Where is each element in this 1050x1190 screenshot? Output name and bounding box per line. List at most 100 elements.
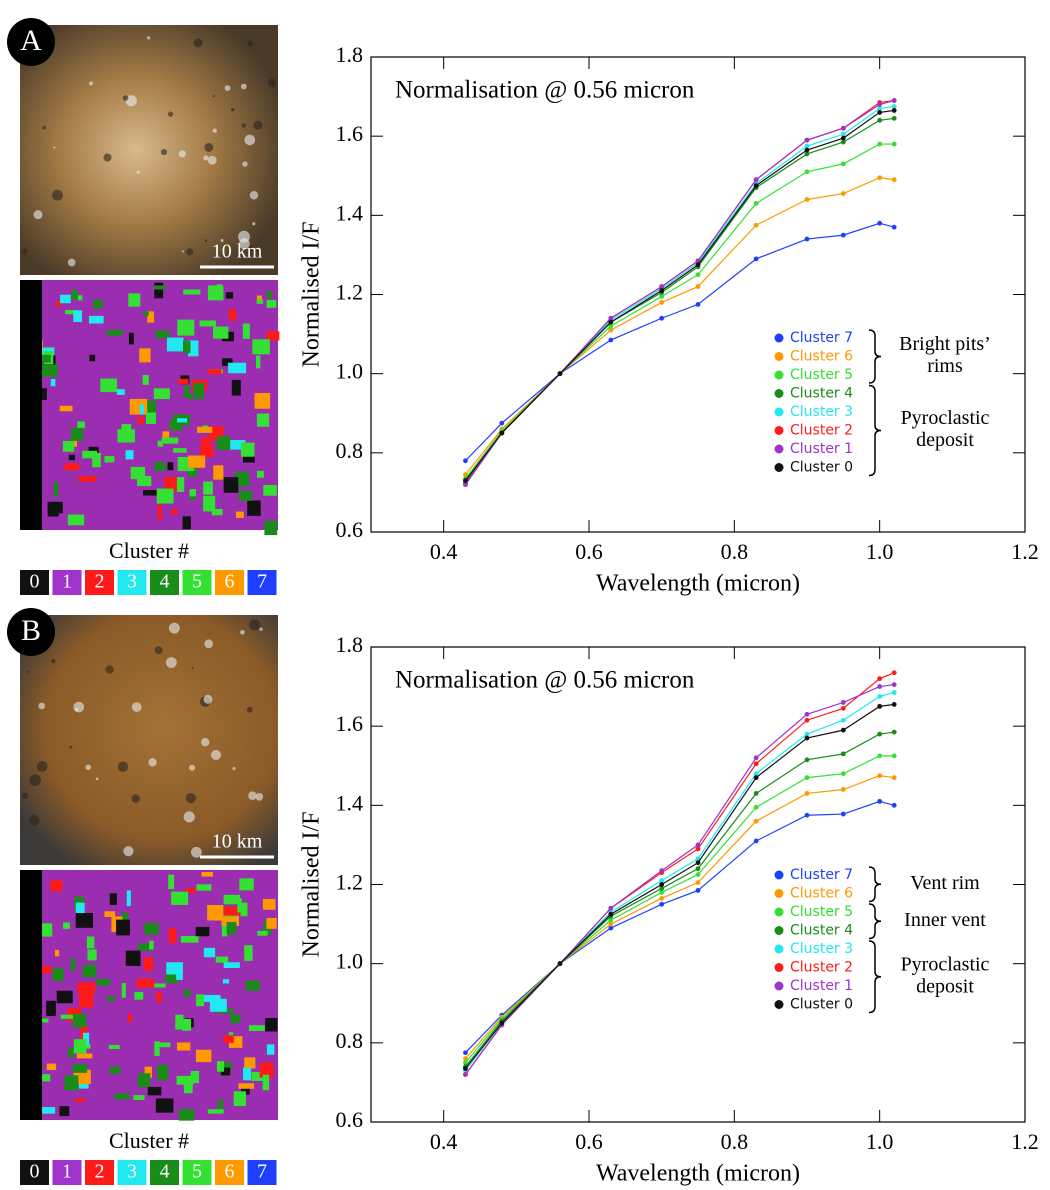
image-texture [204, 239, 208, 242]
cluster-map-patch [182, 1018, 191, 1031]
image-texture [148, 758, 157, 767]
cluster-map-patch [78, 475, 97, 482]
legend-marker [774, 981, 784, 991]
cluster-map-patch [189, 492, 196, 501]
cluster-map-patch [104, 911, 116, 917]
cluster-map-patch [108, 1044, 120, 1050]
panel-badge [7, 18, 55, 66]
data-point [877, 694, 883, 699]
legend-label: Cluster 3 [790, 941, 853, 957]
cluster-map-patch [238, 490, 253, 501]
cluster-map-patch [183, 289, 201, 295]
cluster-map-patch [244, 1057, 256, 1069]
x-tick-label: 0.4 [430, 539, 458, 564]
x-tick-label: 0.6 [575, 539, 603, 564]
group-label: Inner vent [904, 909, 986, 931]
cluster-map-patch [241, 1085, 250, 1095]
cluster-map-patch [254, 392, 271, 409]
cluster-map-patch [196, 994, 205, 1007]
cluster-map-patch [114, 1093, 130, 1100]
cluster-map-patch [237, 898, 242, 913]
cluster-map-patch [121, 424, 132, 435]
cluster-map-patch [133, 1095, 145, 1100]
image-texture [232, 767, 236, 771]
image-texture [183, 811, 195, 823]
cluster-map-patch [75, 902, 85, 915]
image-texture [210, 749, 222, 760]
cluster-key-swatch [215, 570, 244, 595]
cluster-map-patch [75, 1098, 85, 1103]
cluster-map-patch [263, 484, 277, 496]
cluster-map-patch [143, 311, 149, 317]
y-tick-label: 1.8 [336, 632, 364, 657]
cluster-map-patch [262, 1074, 270, 1091]
image-texture [246, 706, 253, 713]
cluster-map-patch [207, 904, 224, 921]
y-tick-label: 0.6 [336, 1107, 364, 1132]
cluster-map-patch [137, 1073, 151, 1088]
cluster-map-patch [67, 514, 85, 526]
cluster-map-patch [199, 320, 216, 327]
image-texture [51, 658, 56, 664]
image-texture [67, 258, 76, 267]
cluster-map-patch [162, 431, 170, 439]
data-point [463, 458, 468, 464]
legend-label: Cluster 6 [790, 886, 853, 902]
y-tick-label: 0.8 [336, 438, 364, 463]
data-point [804, 151, 810, 157]
cluster-map-patch [70, 958, 76, 971]
legend-label: Cluster 5 [790, 904, 853, 920]
cluster-map-patch [242, 323, 250, 339]
cluster-map-patch [216, 436, 231, 450]
image-texture [29, 774, 41, 787]
cluster-map-patch [145, 412, 157, 424]
cluster-map-patch [235, 511, 244, 518]
cluster-map-patch [203, 481, 213, 495]
cluster-map-patch [116, 919, 130, 936]
cluster-map-patch [139, 348, 151, 363]
data-point [753, 177, 759, 183]
cluster-map-patch [67, 1047, 74, 1058]
cluster-map-patch [41, 364, 58, 377]
scale-bar-label: 10 km [212, 831, 263, 853]
data-point [891, 802, 897, 808]
cluster-map-patch [96, 978, 111, 986]
legend-label: Cluster 4 [790, 386, 853, 402]
cluster-map-patch [109, 1066, 121, 1074]
cluster-map-patch [73, 310, 83, 323]
data-point [804, 757, 810, 763]
cluster-map-patch [156, 991, 162, 1003]
data-point [840, 811, 846, 817]
cluster-map-patch [223, 894, 241, 905]
cluster-map-patch [178, 378, 189, 385]
data-point [804, 812, 810, 818]
cluster-map-patch [259, 1062, 274, 1078]
cluster-map-patch [196, 884, 212, 891]
cluster-map-patch [180, 936, 199, 943]
data-point [608, 327, 614, 333]
image-texture [248, 245, 255, 251]
data-point [659, 890, 665, 895]
image-texture [255, 793, 264, 801]
cluster-map-patch [157, 440, 164, 447]
cluster-map-patch [222, 358, 233, 366]
cluster-map-patch [187, 467, 198, 477]
image-texture [249, 191, 259, 200]
cluster-map-patch [116, 389, 125, 395]
data-point [695, 888, 701, 893]
y-tick-label: 1.0 [336, 359, 364, 384]
data-point [891, 690, 897, 695]
legend-marker [774, 926, 784, 935]
image-texture [204, 143, 214, 152]
cluster-key-label: 3 [127, 571, 137, 593]
context-image [20, 615, 278, 865]
cluster-key-swatch [85, 570, 114, 595]
legend-marker [774, 389, 784, 398]
image-texture [154, 646, 163, 655]
cluster-map-patch [165, 973, 179, 984]
y-tick-label: 1.0 [336, 949, 364, 974]
group-label: Vent rim [910, 872, 980, 894]
cluster-map-patch [106, 330, 120, 336]
cluster-map-patch [168, 874, 175, 890]
data-point [804, 197, 810, 202]
